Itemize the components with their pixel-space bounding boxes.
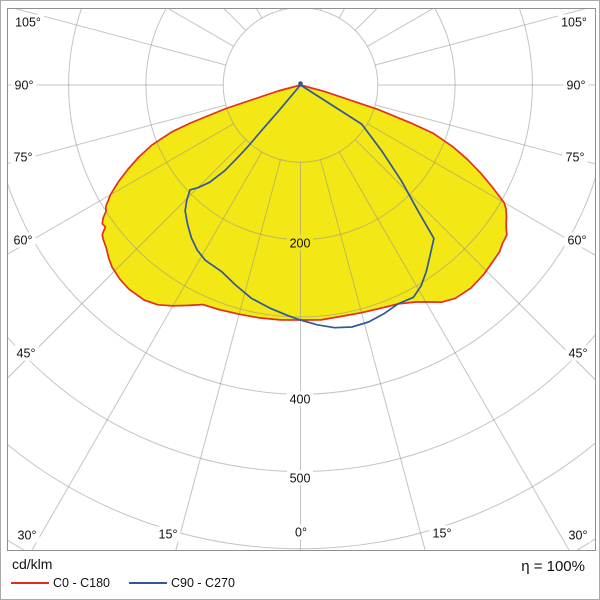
angle-label-bg <box>565 527 591 543</box>
angle-label-bg <box>10 232 36 248</box>
angle-label-bg <box>11 77 37 93</box>
angle-label: 45° <box>569 347 588 361</box>
angle-label: 15° <box>433 527 452 541</box>
value-label-bg <box>287 391 313 406</box>
angle-label-bg <box>564 232 590 248</box>
grid-radial-345 <box>175 159 281 551</box>
grid-radial-15 <box>320 159 426 551</box>
angle-label: 0° <box>295 526 307 540</box>
radial-value-label: 400 <box>290 393 311 407</box>
angle-label: 30° <box>569 529 588 543</box>
angle-label-bg <box>562 149 588 165</box>
angle-label: 105° <box>561 16 587 30</box>
angle-label-bg <box>155 526 181 542</box>
angle-label: 30° <box>18 529 37 543</box>
grid-radial-285 <box>7 104 226 165</box>
angle-label-bg <box>13 345 39 361</box>
angle-label-bg <box>14 527 40 543</box>
angle-label: 90° <box>15 79 34 93</box>
angle-label-bg <box>563 77 589 93</box>
angle-label-bg <box>429 525 455 541</box>
center-marker <box>298 81 303 86</box>
radial-value-label: 200 <box>290 237 311 251</box>
grid-radial-330 <box>31 151 263 551</box>
angle-label-bg <box>558 14 590 30</box>
unit-label: cd/klm <box>12 556 53 572</box>
grid-radial-105 <box>375 8 588 66</box>
angle-label: 105° <box>15 16 41 30</box>
angle-label-bg <box>12 14 44 30</box>
legend-label-c0-c180: C0 - C180 <box>53 576 110 590</box>
angle-label: 60° <box>568 234 587 248</box>
grid-radial-45 <box>354 139 596 381</box>
grid-radial-315 <box>7 139 247 379</box>
angle-label-bg <box>10 149 36 165</box>
legend-line-c90-c270 <box>129 582 167 584</box>
distribution-area <box>102 85 507 320</box>
efficiency-label: η = 100% <box>521 558 585 575</box>
legend-line-c0-c180 <box>11 582 49 584</box>
angle-label: 75° <box>14 151 33 165</box>
angle-label: 15° <box>159 528 178 542</box>
value-label-bg <box>287 470 313 485</box>
curve-c90-c270 <box>184 84 435 329</box>
grid-radial-30 <box>338 151 570 551</box>
curve-c0-c180 <box>101 84 508 321</box>
grid-radial-255 <box>13 8 226 66</box>
angle-label-bg <box>292 524 310 540</box>
angle-label-bg <box>565 345 591 361</box>
angle-label: 90° <box>567 79 586 93</box>
angle-label: 75° <box>566 151 585 165</box>
plot-frame <box>7 8 596 551</box>
legend-label-c90-c270: C90 - C270 <box>171 576 235 590</box>
value-label-bg <box>287 235 313 250</box>
grid-radial-75 <box>375 104 596 165</box>
angle-label: 45° <box>17 347 36 361</box>
radial-value-label: 500 <box>290 472 311 486</box>
angle-label: 60° <box>14 234 33 248</box>
